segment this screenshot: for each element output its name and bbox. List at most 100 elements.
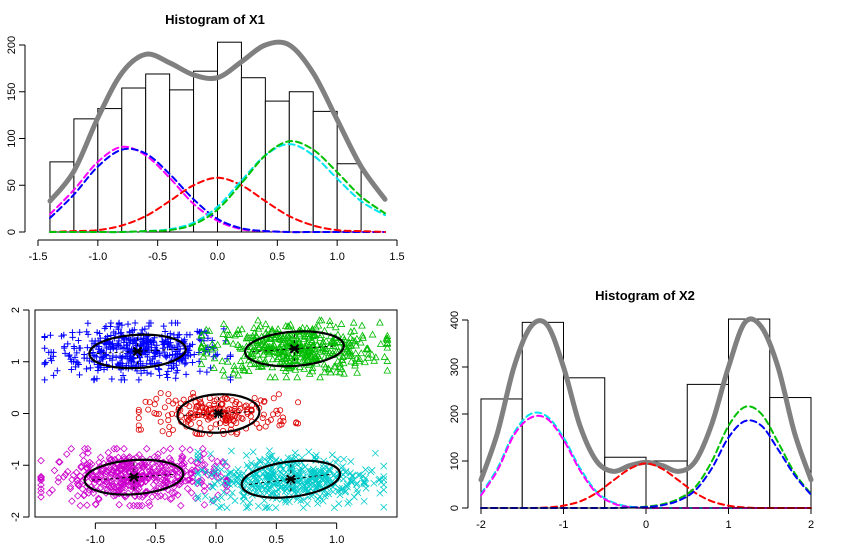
cluster-blue-point bbox=[174, 319, 181, 327]
cluster-blue-point bbox=[135, 376, 143, 384]
cluster-green-point bbox=[350, 326, 359, 334]
cluster-blue-point bbox=[130, 358, 138, 366]
cluster-green-point bbox=[253, 338, 262, 346]
cluster-blue-point bbox=[45, 349, 52, 356]
cluster-magenta-point bbox=[120, 444, 128, 453]
cluster-cyan-point bbox=[283, 484, 291, 492]
cluster-cyan-point bbox=[330, 504, 338, 512]
x-tick-label: 1 bbox=[725, 519, 731, 531]
cluster-cyan-point bbox=[333, 455, 341, 463]
cluster-cyan-point bbox=[325, 465, 333, 473]
cluster-magenta-point bbox=[111, 479, 119, 487]
cluster-magenta-point bbox=[77, 463, 85, 472]
cluster-green-point bbox=[213, 340, 222, 348]
cluster-green-point bbox=[270, 347, 279, 355]
cluster-magenta-point bbox=[66, 482, 75, 491]
cluster-magenta-point bbox=[187, 456, 195, 465]
histogram-bar bbox=[169, 89, 195, 233]
cluster-cyan-point bbox=[218, 502, 226, 510]
cluster-red-point bbox=[151, 401, 158, 408]
cluster-cyan-point bbox=[280, 475, 288, 483]
cluster-green-point bbox=[283, 353, 291, 361]
cluster-cyan-point bbox=[266, 473, 273, 481]
scatter-points bbox=[37, 316, 392, 512]
cluster-green-point bbox=[332, 368, 341, 376]
cluster-magenta-point bbox=[55, 458, 63, 466]
cluster-green-point bbox=[268, 342, 277, 350]
cluster-magenta-point bbox=[83, 464, 92, 472]
cluster-blue-point bbox=[227, 376, 234, 384]
histogram-x1-curves bbox=[47, 39, 388, 234]
cluster-cyan-point bbox=[354, 489, 362, 497]
cluster-magenta-point bbox=[80, 444, 89, 453]
cluster-magenta-point bbox=[166, 444, 175, 453]
cluster-magenta-point bbox=[37, 481, 45, 489]
cluster-red-point bbox=[135, 415, 142, 422]
cluster-green-point bbox=[218, 357, 227, 365]
cluster-green-point bbox=[316, 347, 325, 355]
cluster-cyan-point bbox=[194, 479, 202, 487]
cluster-magenta-ellipse bbox=[83, 458, 185, 496]
cluster-cyan-point bbox=[336, 491, 344, 499]
cluster-cyan-point bbox=[368, 466, 376, 474]
cluster-green-point bbox=[273, 355, 281, 363]
cluster-green-point bbox=[230, 362, 239, 369]
cluster-magenta-point bbox=[104, 466, 113, 475]
cluster-green-point bbox=[336, 368, 344, 376]
cluster-green-point bbox=[375, 318, 384, 326]
histogram-bar bbox=[288, 91, 314, 233]
cluster-cyan-point bbox=[325, 466, 333, 474]
cluster-cyan-point bbox=[360, 497, 368, 505]
cluster-blue-point bbox=[227, 351, 234, 359]
cluster-red-point bbox=[293, 420, 300, 427]
cluster-cyan-point bbox=[249, 448, 257, 456]
cluster-red-point bbox=[251, 394, 258, 401]
cluster-blue-point bbox=[191, 351, 198, 358]
histogram-x1-y-axis: 0 50 100 150 200 bbox=[6, 36, 26, 235]
cluster-green-point bbox=[304, 329, 313, 337]
cluster-blue-point bbox=[71, 354, 79, 361]
cluster-blue-point bbox=[119, 372, 127, 379]
cluster-green-point bbox=[361, 358, 369, 366]
cluster-magenta-point bbox=[207, 454, 216, 463]
cluster-magenta-point bbox=[200, 482, 209, 490]
cluster-magenta-point bbox=[108, 470, 116, 479]
cluster-blue-point bbox=[139, 338, 146, 345]
cluster-magenta-point bbox=[98, 467, 106, 475]
histogram-x1-bars bbox=[49, 41, 362, 233]
cluster-magenta-point bbox=[111, 471, 120, 479]
cluster-red-point bbox=[142, 398, 149, 405]
cluster-green-point bbox=[316, 333, 325, 341]
cluster-blue-point bbox=[119, 353, 126, 361]
cluster-magenta-point bbox=[73, 492, 82, 500]
cluster-magenta-point bbox=[208, 472, 216, 481]
cluster-red-point bbox=[244, 406, 251, 413]
cluster-red-point bbox=[270, 411, 277, 418]
cluster-green-point bbox=[285, 351, 294, 359]
cluster-cyan-point bbox=[356, 471, 364, 479]
cluster-cyan-point bbox=[194, 495, 202, 503]
cluster-red-point bbox=[260, 411, 267, 418]
cluster-cyan-point bbox=[334, 487, 342, 495]
cluster-green-point bbox=[311, 331, 319, 339]
cluster-cyan-point bbox=[291, 449, 299, 457]
cluster-green-point bbox=[310, 345, 318, 353]
cluster-magenta-point bbox=[69, 471, 78, 480]
cluster-magenta-point bbox=[142, 444, 151, 453]
cluster-blue-point bbox=[179, 356, 186, 364]
cluster-cyan-point bbox=[362, 466, 369, 474]
cluster-green-point bbox=[362, 344, 371, 352]
cluster-blue-point bbox=[141, 325, 149, 333]
cluster-cyan-point bbox=[207, 450, 215, 458]
cluster-green-point bbox=[331, 323, 340, 331]
cluster-green-point bbox=[197, 330, 206, 338]
cluster-cyan-point bbox=[289, 485, 297, 493]
cluster-cyan-point bbox=[233, 475, 241, 483]
cluster-green-point bbox=[247, 343, 256, 351]
cluster-red-point bbox=[277, 407, 284, 414]
cluster-blue-point bbox=[95, 343, 103, 350]
cluster-magenta-point bbox=[155, 464, 163, 473]
cluster-cyan-point bbox=[247, 459, 255, 467]
cluster-magenta-point bbox=[91, 500, 100, 508]
histogram-bar bbox=[240, 77, 266, 233]
